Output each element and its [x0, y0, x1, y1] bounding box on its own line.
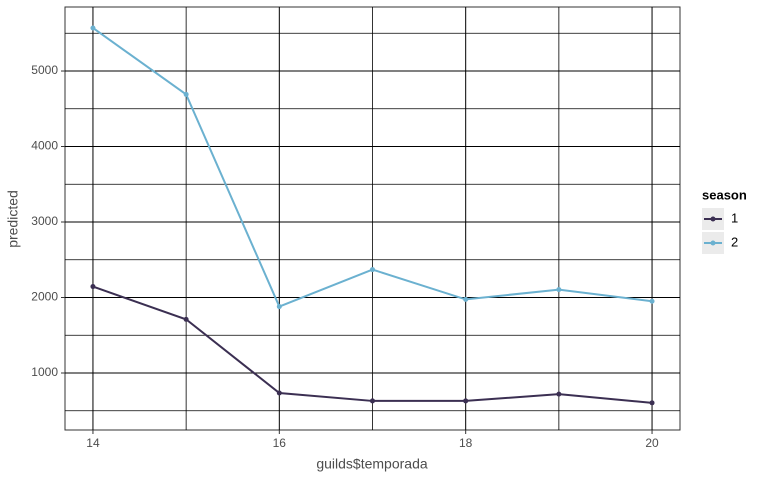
y-tick-label: 2000 — [31, 290, 58, 304]
legend-swatch-point — [710, 216, 716, 222]
legend-label: 1 — [731, 210, 738, 225]
x-tick-label: 16 — [273, 436, 287, 450]
point — [556, 391, 562, 397]
point — [90, 284, 96, 290]
point — [463, 398, 469, 404]
legend-title: season — [702, 187, 747, 202]
x-tick-label: 14 — [86, 436, 100, 450]
point — [556, 287, 562, 293]
legend-label: 2 — [731, 234, 738, 249]
y-tick-label: 5000 — [31, 63, 58, 77]
point — [649, 400, 655, 406]
point — [183, 91, 189, 97]
point — [370, 267, 375, 273]
point — [276, 304, 282, 310]
y-tick-label: 4000 — [31, 139, 58, 153]
y-tick-label: 1000 — [31, 365, 58, 379]
x-tick-label: 20 — [645, 436, 659, 450]
x-axis-title: guilds$temporada — [316, 456, 428, 472]
point — [90, 25, 96, 31]
y-axis-title: predicted — [5, 190, 21, 248]
y-tick-label: 3000 — [31, 214, 58, 228]
legend-swatch-point — [710, 240, 716, 246]
point — [276, 390, 282, 396]
x-tick-label: 18 — [459, 436, 473, 450]
point — [649, 298, 655, 304]
point — [370, 398, 375, 404]
point — [183, 316, 189, 322]
point — [463, 296, 469, 302]
